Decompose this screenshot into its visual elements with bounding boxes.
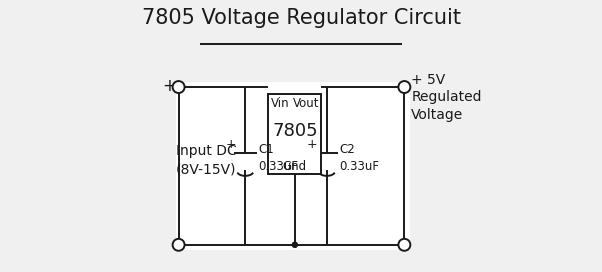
Text: +: + [225, 138, 236, 151]
Text: Input DC
(8V-15V): Input DC (8V-15V) [176, 144, 237, 177]
Text: 7805 Voltage Regulator Circuit: 7805 Voltage Regulator Circuit [141, 8, 461, 28]
Text: C2
0.33uF: C2 0.33uF [340, 143, 380, 173]
Text: +: + [307, 138, 317, 151]
Text: C1
0.33uF: C1 0.33uF [258, 143, 298, 173]
Circle shape [173, 239, 185, 251]
Text: Gnd: Gnd [283, 160, 307, 173]
Bar [268, 94, 321, 174]
Text: Regulated
Voltage: Regulated Voltage [411, 90, 482, 122]
Text: 7805: 7805 [272, 122, 318, 140]
Text: Vout: Vout [293, 97, 319, 110]
Circle shape [399, 239, 411, 251]
Circle shape [173, 81, 185, 93]
Text: + 5V: + 5V [411, 73, 445, 87]
Bar [176, 82, 410, 250]
Text: Vin: Vin [270, 97, 289, 110]
Text: +: + [162, 77, 176, 95]
Circle shape [399, 81, 411, 93]
Circle shape [291, 242, 298, 248]
